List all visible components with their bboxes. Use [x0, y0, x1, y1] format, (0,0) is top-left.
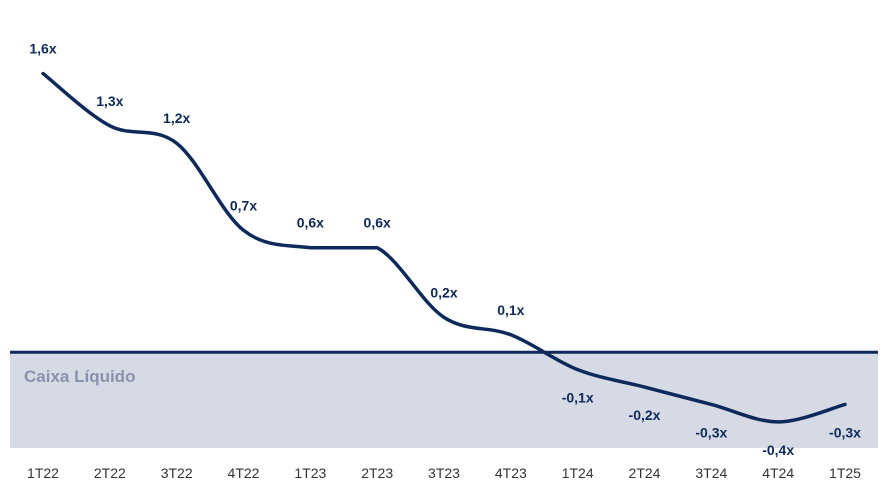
- x-tick-2T22: 2T22: [94, 465, 126, 481]
- x-axis-tick-labels: 1T22 2T22 3T22 4T22 1T23 2T23 3T23 4T23 1T24 2T24…: [27, 465, 861, 481]
- data-label-1T23: 0,6x: [297, 215, 324, 231]
- x-tick-2T23: 2T23: [361, 465, 393, 481]
- data-labels: 1,6x 1,3x 1,2x 0,7x 0,6x 0,6x 0,2x 0,1x -0,1x -0,…: [29, 41, 861, 458]
- x-tick-1T24: 1T24: [562, 465, 594, 481]
- data-label-1T22: 1,6x: [29, 41, 56, 57]
- data-label-1T25: -0,3x: [829, 424, 861, 440]
- net-cash-region: [10, 352, 878, 448]
- x-tick-2T24: 2T24: [629, 465, 661, 481]
- data-label-4T24: -0,4x: [762, 442, 794, 458]
- net-cash-label: Caixa Líquido: [24, 367, 135, 386]
- x-tick-4T23: 4T23: [495, 465, 527, 481]
- data-label-4T22: 0,7x: [230, 197, 257, 213]
- data-label-2T24: -0,2x: [629, 407, 661, 423]
- x-tick-1T25: 1T25: [829, 465, 861, 481]
- x-tick-1T23: 1T23: [294, 465, 326, 481]
- x-tick-3T24: 3T24: [695, 465, 727, 481]
- x-tick-3T22: 3T22: [161, 465, 193, 481]
- data-label-3T23: 0,2x: [430, 284, 457, 300]
- data-label-4T23: 0,1x: [497, 302, 524, 318]
- leverage-line: [41, 71, 847, 424]
- x-tick-3T23: 3T23: [428, 465, 460, 481]
- x-tick-4T22: 4T22: [228, 465, 260, 481]
- data-label-2T22: 1,3x: [96, 93, 123, 109]
- x-tick-4T24: 4T24: [762, 465, 794, 481]
- data-label-3T24: -0,3x: [695, 424, 727, 440]
- data-label-2T23: 0,6x: [364, 215, 391, 231]
- data-label-1T24: -0,1x: [562, 390, 594, 406]
- data-label-3T22: 1,2x: [163, 110, 190, 126]
- x-tick-1T22: 1T22: [27, 465, 59, 481]
